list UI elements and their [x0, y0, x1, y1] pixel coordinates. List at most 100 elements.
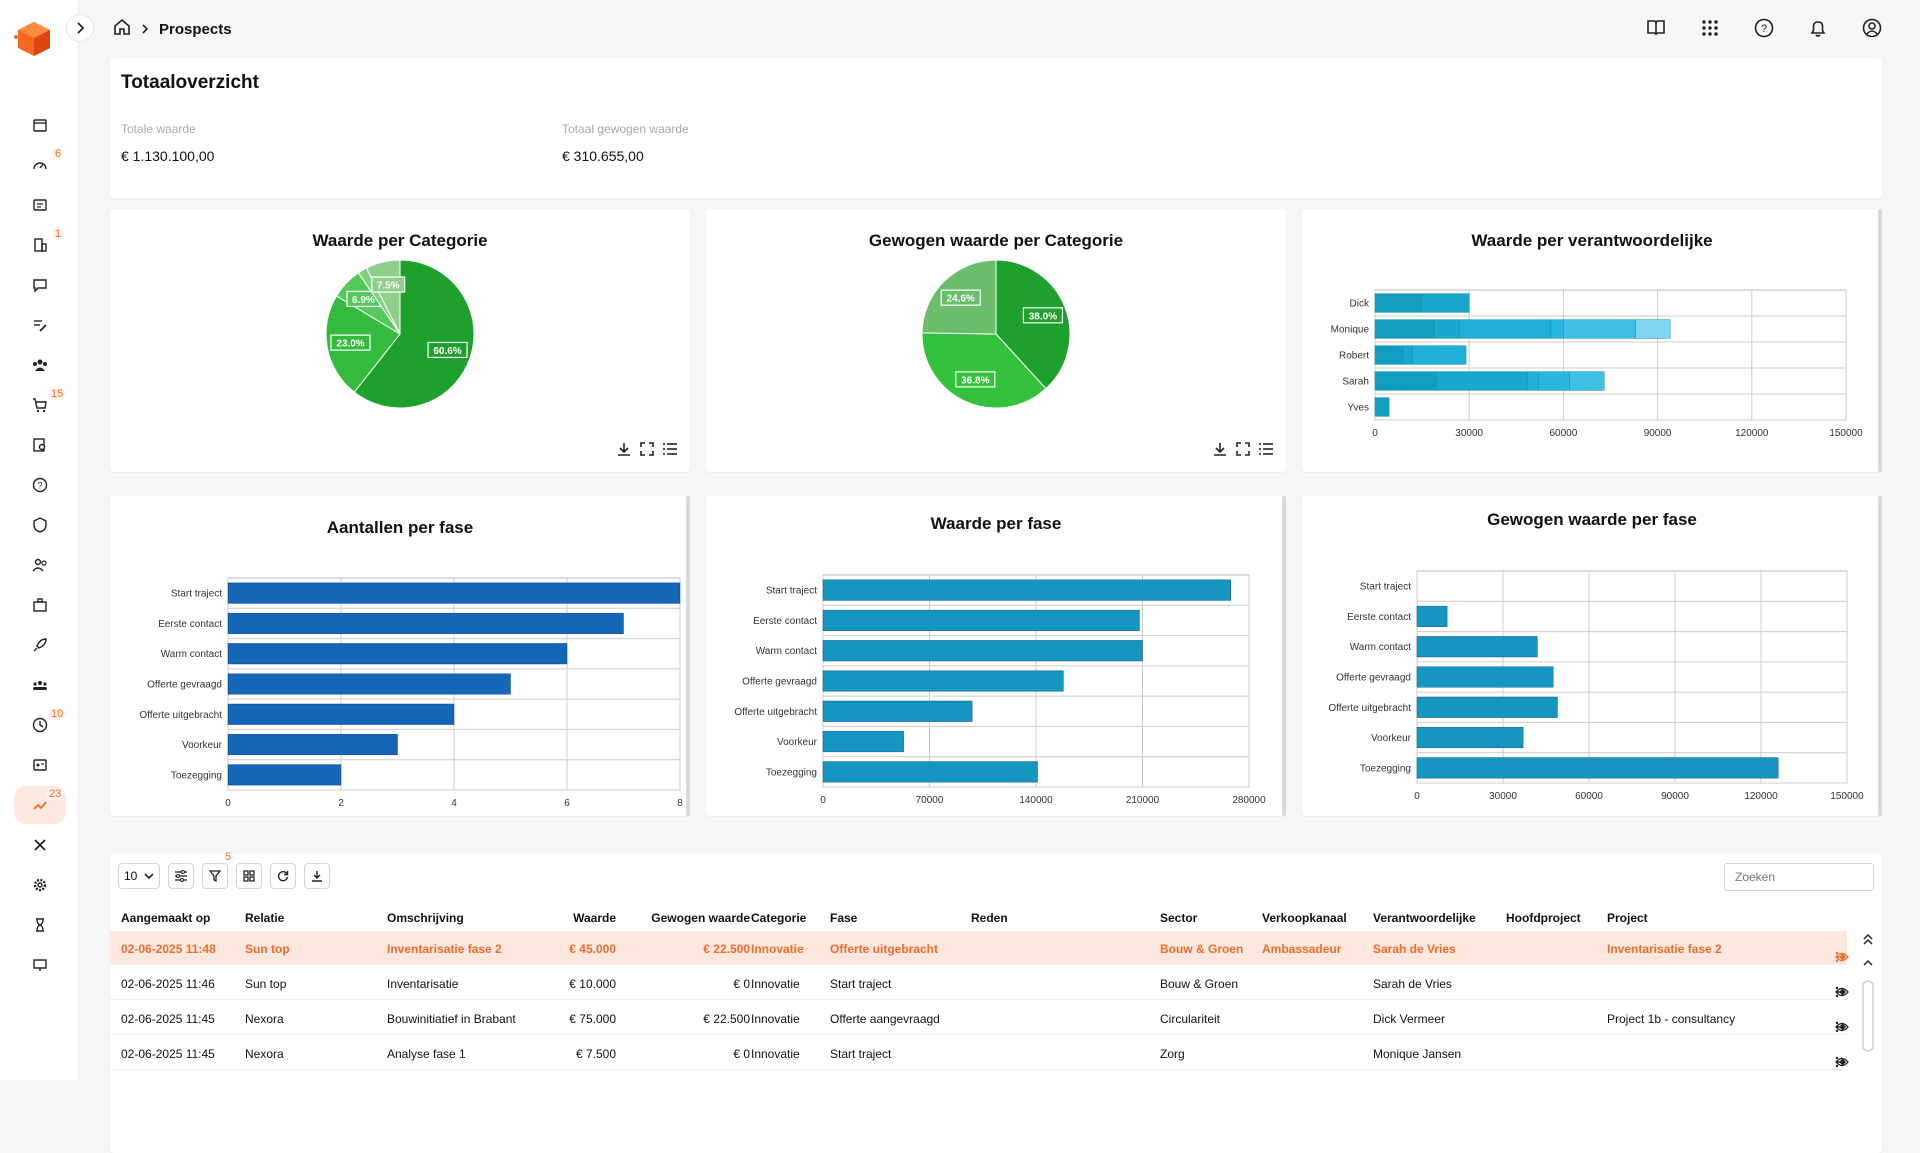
table-scrollbar[interactable]	[1860, 931, 1876, 1131]
cart-icon[interactable]	[28, 393, 52, 417]
y-category-label: Eerste contact	[1347, 612, 1411, 623]
cell-sector: Zorg	[1160, 1047, 1185, 1061]
chart-title: Waarde per verantwoordelijke	[1471, 231, 1713, 250]
bar-segment	[1421, 293, 1470, 313]
id-card-icon[interactable]	[28, 753, 52, 777]
col-header-verkoopkanaal[interactable]: Verkoopkanaal	[1262, 911, 1347, 925]
x-tick-label: 140000	[1019, 795, 1053, 806]
y-category-label: Warm contact	[161, 649, 223, 660]
col-header-reden[interactable]: Reden	[971, 911, 1008, 925]
bar	[227, 582, 681, 604]
cell-cat: Innovatie	[751, 1047, 800, 1061]
bar	[227, 734, 398, 756]
col-header-sector[interactable]: Sector	[1160, 911, 1198, 925]
y-category-label: Eerste contact	[158, 619, 222, 630]
cell-val: € 10.000	[569, 977, 616, 991]
chart-scrollbar[interactable]	[1878, 496, 1882, 816]
monitor-icon[interactable]	[28, 953, 52, 977]
grid-view-button[interactable]	[236, 863, 262, 889]
cell-wval: € 0	[733, 977, 750, 991]
refresh-button[interactable]	[270, 863, 296, 889]
table-row[interactable]: 02-06-2025 11:46 Sun top Inventarisatie € 1…	[110, 966, 1849, 1001]
hourglass-icon[interactable]	[28, 913, 52, 937]
y-category-label: Start traject	[766, 586, 817, 597]
col-header-categorie[interactable]: Categorie	[751, 911, 807, 925]
filter-button[interactable]: 5	[202, 851, 231, 889]
cell-date: 02-06-2025 11:48	[121, 942, 216, 956]
settings-gear-icon[interactable]	[28, 873, 52, 897]
notification-bell-icon[interactable]	[1806, 16, 1830, 40]
svg-text:?: ?	[37, 481, 42, 491]
tools-icon[interactable]	[28, 833, 52, 857]
team-icon[interactable]	[28, 673, 52, 697]
pie-data-label: 24.6%	[947, 294, 975, 305]
col-header-gewogen-waarde[interactable]: Gewogen waarde	[651, 911, 750, 925]
table-row[interactable]: 02-06-2025 11:45 Nexora Bouwinitiatief in …	[110, 1001, 1849, 1036]
column-settings-button[interactable]	[168, 863, 194, 889]
col-header-waarde[interactable]: Waarde	[573, 911, 616, 925]
download-icon[interactable]	[1212, 441, 1228, 462]
open-arrow-icon[interactable]	[1835, 1021, 1847, 1036]
col-header-fase[interactable]: Fase	[830, 911, 858, 925]
pie-label-box	[940, 289, 981, 306]
prospects-trend-icon[interactable]	[14, 786, 66, 824]
chart-title: Gewogen waarde per Categorie	[868, 231, 1124, 250]
bar	[1416, 696, 1558, 718]
breadcrumb-current-page: Prospects	[159, 20, 232, 38]
home-icon[interactable]	[113, 18, 131, 40]
chart-scrollbar[interactable]	[1282, 496, 1286, 816]
chart-scrollbar[interactable]	[686, 496, 690, 816]
col-header-relatie[interactable]: Relatie	[245, 911, 285, 925]
shield-icon[interactable]	[28, 513, 52, 537]
users-icon[interactable]	[28, 553, 52, 577]
legend-list-icon[interactable]	[662, 441, 678, 462]
bar-segment	[1550, 319, 1564, 339]
table-row[interactable]: 02-06-2025 11:45 Nexora Analyse fase 1 € 7.…	[110, 1036, 1849, 1071]
fullscreen-icon[interactable]	[639, 441, 655, 462]
open-arrow-icon[interactable]	[1835, 986, 1847, 1001]
group-icon[interactable]	[28, 353, 52, 377]
pie-data-label: 23.0%	[336, 339, 364, 350]
chat-icon[interactable]	[28, 273, 52, 297]
help-circle-icon[interactable]: ?	[1752, 16, 1776, 40]
pie-data-label: 60.6%	[433, 346, 461, 357]
user-account-icon[interactable]	[1860, 16, 1884, 40]
app-logo[interactable]	[14, 18, 60, 58]
briefcase-icon[interactable]	[28, 593, 52, 617]
col-header-aangemaakt[interactable]: Aangemaakt op	[121, 911, 211, 925]
table-row[interactable]: 02-06-2025 11:48 Sun top Inventarisatie fa…	[110, 931, 1849, 966]
open-arrow-icon[interactable]	[1835, 951, 1847, 966]
col-header-omschrijving[interactable]: Omschrijving	[387, 911, 464, 925]
col-header-verantwoordelijke[interactable]: Verantwoordelijke	[1373, 911, 1476, 925]
table-header: Aangemaakt op Relatie Omschrijving Waard…	[110, 905, 1847, 931]
x-tick-label: 150000	[1829, 428, 1863, 439]
pie-slice	[995, 259, 1071, 390]
calendar-icon[interactable]	[28, 113, 52, 137]
chart-scrollbar[interactable]	[1878, 209, 1882, 472]
bar	[1416, 727, 1524, 749]
fullscreen-icon[interactable]	[1235, 441, 1251, 462]
contact-card-icon[interactable]	[28, 193, 52, 217]
search-input[interactable]	[1724, 863, 1874, 891]
rocket-icon[interactable]	[28, 633, 52, 657]
apps-grid-icon[interactable]	[1698, 16, 1722, 40]
col-header-hoofdproject[interactable]: Hoofdproject	[1506, 911, 1581, 925]
search-document-icon[interactable]	[28, 433, 52, 457]
cell-date: 02-06-2025 11:45	[121, 1047, 215, 1061]
legend-list-icon[interactable]	[1258, 441, 1274, 462]
open-arrow-icon[interactable]	[1835, 1056, 1847, 1071]
download-icon[interactable]	[616, 441, 632, 462]
book-open-icon[interactable]	[1644, 16, 1668, 40]
help-icon[interactable]: ?	[28, 473, 52, 497]
y-category-label: Eerste contact	[753, 616, 817, 627]
time-icon[interactable]	[28, 713, 52, 737]
x-tick-label: 4	[451, 798, 457, 809]
dashboard-icon[interactable]	[28, 153, 52, 177]
y-category-label: Offerte gevraagd	[147, 680, 222, 691]
page-size-select[interactable]: 10	[118, 863, 160, 889]
edit-list-icon[interactable]	[28, 313, 52, 337]
company-icon[interactable]	[28, 233, 52, 257]
col-header-project[interactable]: Project	[1607, 911, 1648, 925]
sidebar-expand-button[interactable]	[66, 14, 94, 42]
export-download-button[interactable]	[304, 863, 330, 889]
